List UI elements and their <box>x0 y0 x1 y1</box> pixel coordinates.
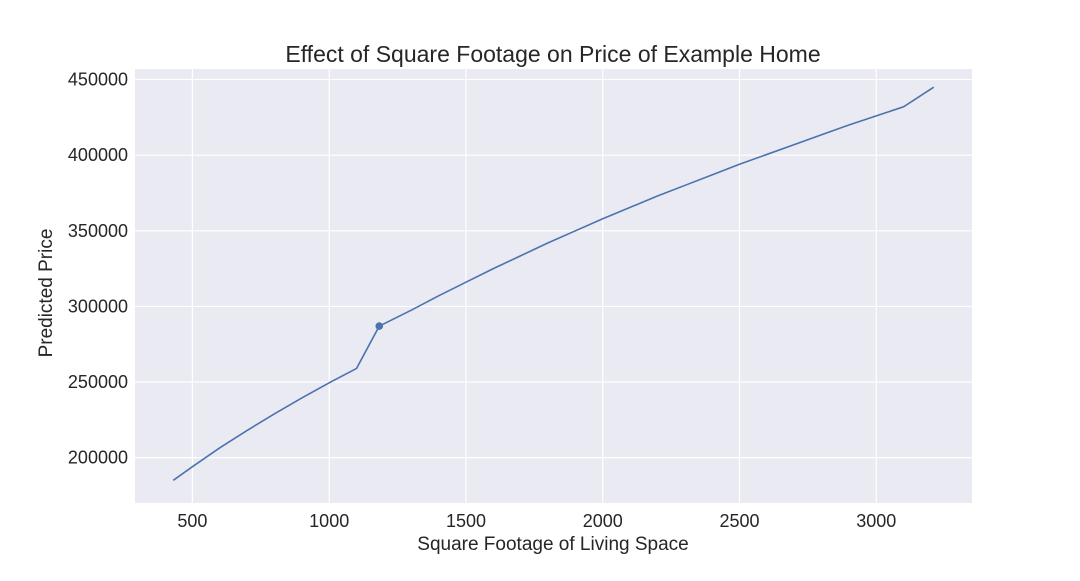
x-tick-label: 2500 <box>719 511 759 531</box>
x-tick-label: 1500 <box>446 511 486 531</box>
chart-title: Effect of Square Footage on Price of Exa… <box>285 41 820 67</box>
series-line <box>172 86 935 481</box>
x-tick-label: 3000 <box>856 511 896 531</box>
x-tick-label: 1000 <box>309 511 349 531</box>
y-axis-label: Predicted Price <box>36 229 57 358</box>
y-tick-label: 350000 <box>68 221 128 241</box>
y-tick-label: 300000 <box>68 296 128 316</box>
x-axis-label: Square Footage of Living Space <box>417 534 688 555</box>
y-tick-label: 450000 <box>68 70 128 90</box>
y-tick-label: 250000 <box>68 372 128 392</box>
plot-background <box>135 69 972 503</box>
highlight-point <box>375 322 384 330</box>
y-tick-label: 400000 <box>68 145 128 165</box>
x-tick-labels: 500 1000 1500 2000 2500 3000 <box>177 511 896 531</box>
grid-lines <box>135 69 972 503</box>
y-tick-labels: 200000 250000 300000 350000 400000 450000 <box>68 70 128 468</box>
x-tick-label: 500 <box>177 511 207 531</box>
x-tick-label: 2000 <box>583 511 623 531</box>
series-layer <box>172 86 935 481</box>
y-tick-label: 200000 <box>68 448 128 468</box>
